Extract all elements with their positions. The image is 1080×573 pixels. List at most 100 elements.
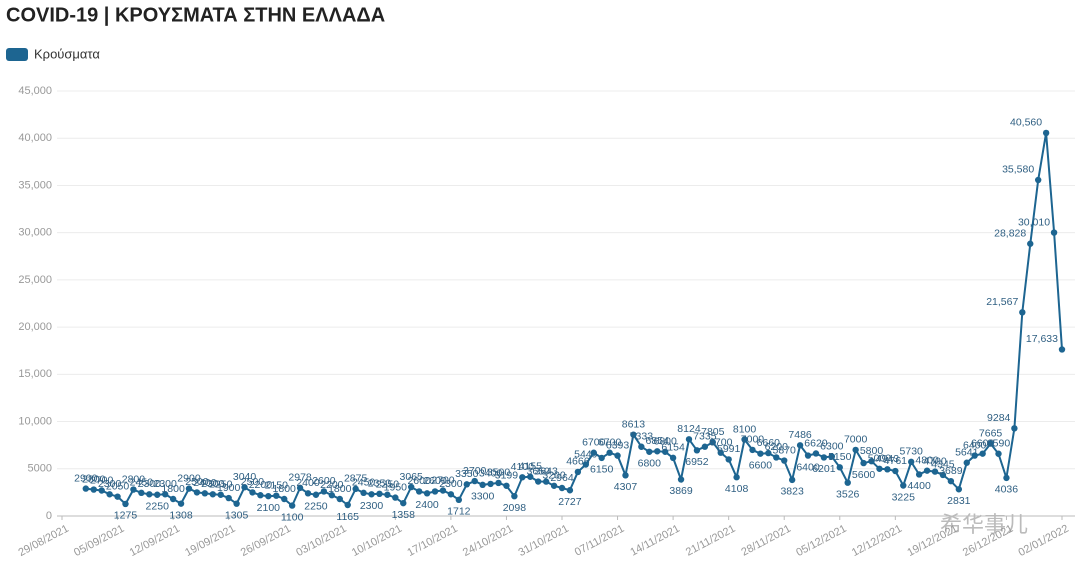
point [915, 471, 923, 478]
data-label: 3650 [527, 465, 551, 477]
point [542, 478, 550, 485]
data-label: 2250 [376, 479, 400, 491]
data-label: 7000 [741, 434, 765, 446]
point [558, 484, 566, 492]
data-label: 2727 [558, 496, 582, 508]
data-label: 1358 [392, 509, 416, 521]
y-tick-label: 20,000 [18, 321, 52, 333]
data-label: 2300 [439, 478, 463, 490]
point [185, 485, 193, 492]
data-label: 17,633 [1026, 333, 1058, 345]
legend-label: Κρούσματα [34, 46, 100, 61]
point [550, 482, 558, 489]
point [249, 489, 256, 496]
point [463, 481, 470, 488]
point [106, 491, 113, 498]
point [146, 491, 153, 498]
point [1042, 129, 1050, 137]
point [209, 491, 216, 498]
data-label: 6800 [653, 436, 677, 448]
point [423, 490, 431, 497]
y-tick-label: 5000 [28, 463, 52, 475]
point [193, 489, 201, 496]
point [566, 487, 574, 494]
data-label: 9284 [987, 412, 1011, 424]
x-tick-label: 03/10/2021 [294, 523, 348, 559]
x-tick-label: 29/08/2021 [17, 523, 71, 559]
line [85, 132, 1063, 508]
point [765, 449, 772, 457]
point [677, 476, 685, 483]
point [534, 478, 542, 485]
data-label: 3526 [836, 488, 860, 500]
data-label: 2875 [344, 473, 368, 485]
data-label: 6393 [606, 439, 630, 451]
data-label: 2250 [146, 501, 170, 513]
data-label: 3500 [487, 467, 511, 479]
data-label: 4307 [614, 481, 638, 493]
point [487, 480, 494, 488]
point [669, 454, 677, 462]
point [82, 485, 90, 492]
point [217, 491, 224, 498]
data-label: 7805 [701, 426, 725, 438]
data-label: 6700 [582, 437, 606, 449]
point [812, 450, 820, 457]
point [701, 443, 709, 450]
data-label: 1308 [169, 509, 193, 521]
point [90, 486, 97, 493]
point [717, 449, 724, 456]
point [1003, 474, 1010, 482]
point [884, 466, 891, 473]
point [931, 468, 939, 475]
data-label: 3643 [534, 465, 558, 477]
data-label: 6700 [598, 437, 622, 449]
data-label: 4155 [519, 461, 543, 473]
data-label: 2098 [503, 502, 527, 514]
point [368, 491, 375, 498]
y-tick-label: 45,000 [18, 85, 52, 97]
data-label: 2150 [265, 479, 289, 491]
data-label: 4700 [923, 455, 947, 467]
data-label: 8124 [677, 423, 701, 435]
x-tick-label: 05/12/2021 [794, 523, 848, 559]
y-tick-label: 10,000 [18, 415, 52, 427]
point [781, 457, 788, 464]
point [114, 493, 121, 500]
point [257, 492, 264, 499]
data-label: 35,580 [1002, 164, 1034, 176]
data-label: 3065 [400, 471, 424, 483]
data-label: 1275 [114, 510, 138, 522]
point [900, 482, 907, 489]
data-label: 1950 [384, 481, 408, 493]
data-label: 6400 [963, 439, 987, 451]
point [860, 459, 867, 467]
point [328, 492, 336, 499]
point [455, 496, 463, 504]
data-label: 1800 [328, 483, 352, 495]
point [479, 481, 486, 489]
data-label: 6854 [646, 435, 670, 447]
point [709, 439, 716, 446]
point [304, 490, 312, 497]
data-label: 3689 [939, 465, 963, 477]
point [622, 472, 629, 479]
data-label: 30,010 [1018, 216, 1050, 228]
point [741, 436, 748, 443]
point [1027, 240, 1034, 247]
data-label: 6952 [685, 456, 709, 468]
x-tick-label: 21/11/2021 [684, 523, 738, 559]
point [630, 431, 637, 438]
data-label: 5000 [868, 453, 892, 465]
point [1050, 229, 1058, 236]
data-label: 6600 [971, 437, 995, 449]
point [296, 484, 304, 492]
data-label: 6800 [638, 458, 662, 470]
data-label: 6300 [820, 440, 844, 452]
point [947, 477, 955, 485]
data-label: 3199 [495, 470, 519, 482]
x-tick-label: 10/10/2021 [350, 523, 404, 559]
data-label: 2300 [201, 478, 225, 490]
data-label: 2500 [241, 476, 265, 488]
data-label: 1100 [281, 511, 304, 523]
